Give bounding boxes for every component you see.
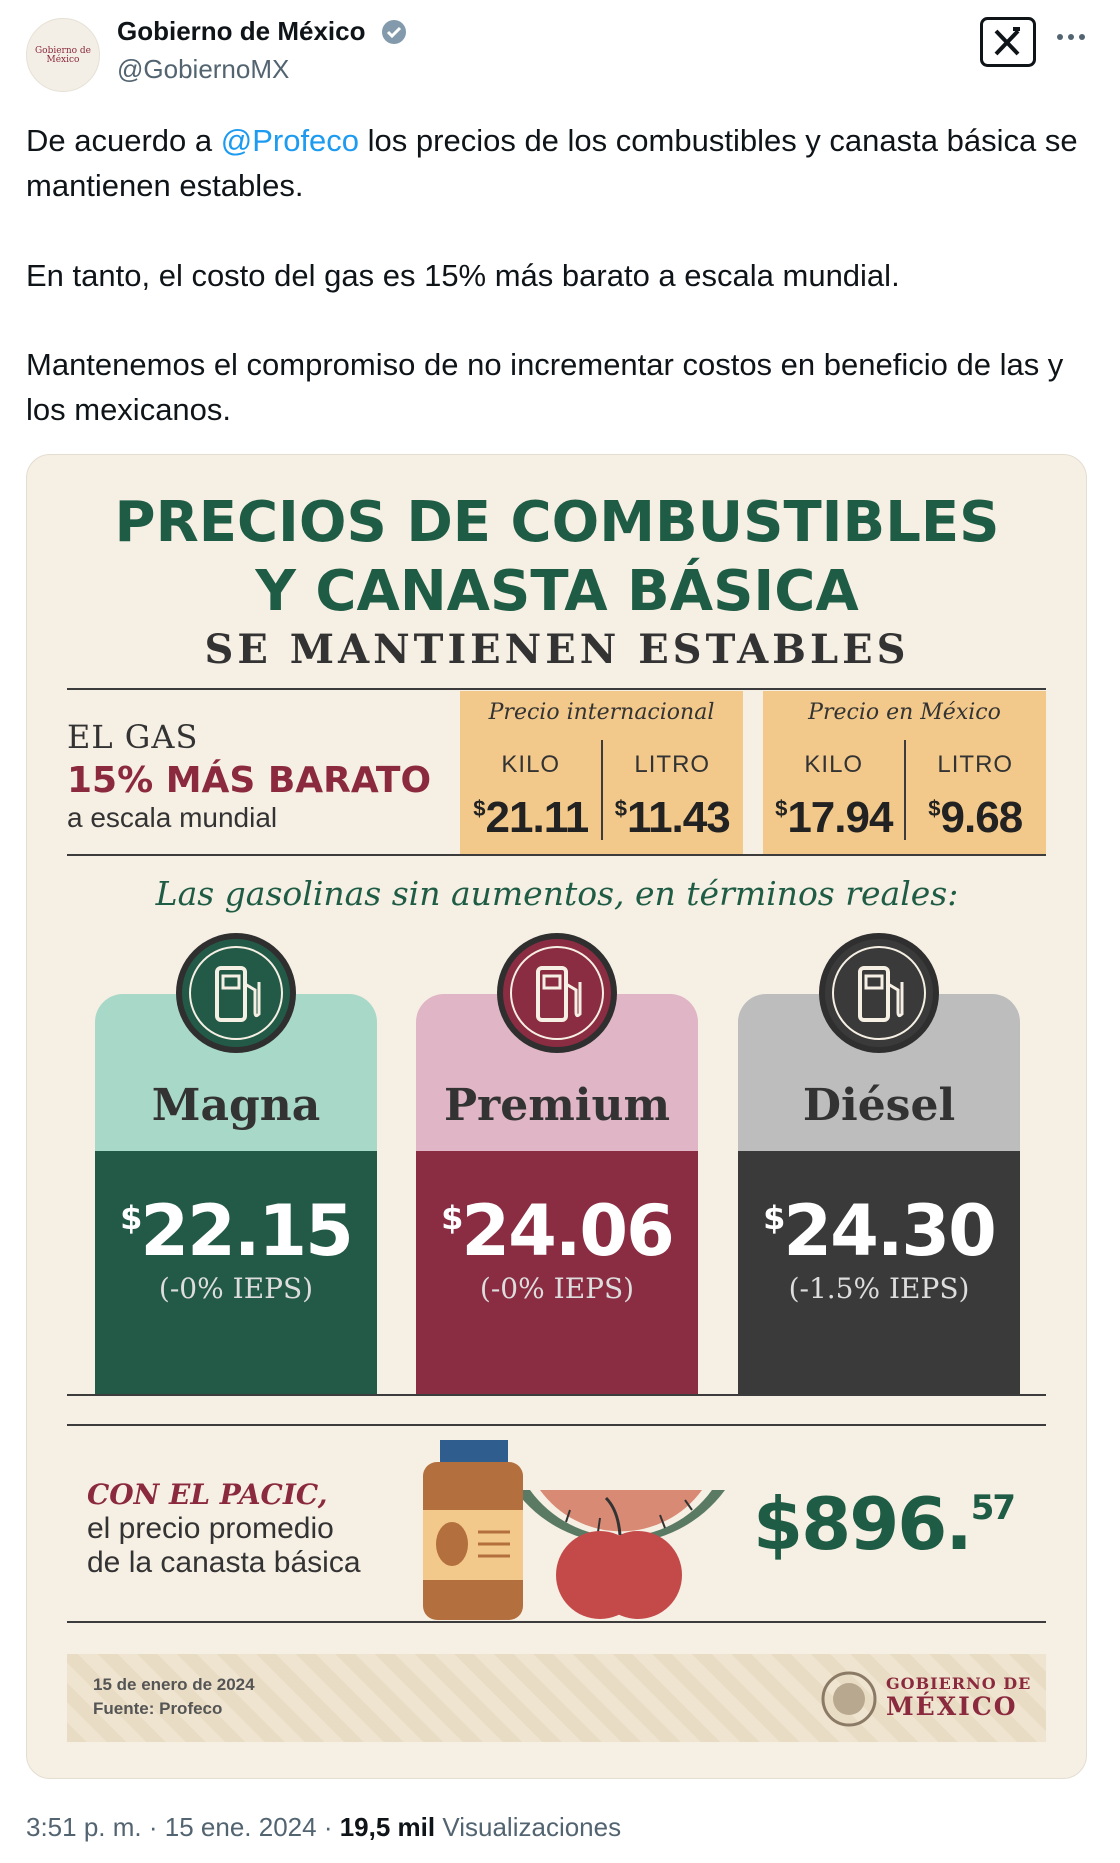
more-button[interactable] <box>1056 32 1086 42</box>
divider <box>67 688 1046 690</box>
gas-highlight: 15% MÁS BARATO <box>67 760 432 801</box>
basket-illustration <box>423 1440 725 1620</box>
fuel-price: $22.15 <box>120 1190 354 1272</box>
fuel-card-bottom <box>738 1151 1020 1395</box>
gasoline-heading: Las gasolinas sin aumentos, en términos … <box>155 874 959 913</box>
verified-badge <box>382 20 406 44</box>
text: De acuerdo a <box>26 123 221 158</box>
author-handle[interactable]: @GobiernoMX <box>117 54 290 84</box>
fuel-ieps: (-1.5% IEPS) <box>788 1272 970 1305</box>
gas-price: $21.11 <box>473 793 590 843</box>
gas-price: $9.68 <box>928 793 1024 843</box>
currency: $ <box>473 796 485 821</box>
avatar-label: Gobierno de México <box>34 46 92 65</box>
unit-label: LITRO <box>634 751 711 778</box>
fuel-icon <box>497 933 617 1053</box>
gas-price: $17.94 <box>775 793 893 843</box>
author-name[interactable]: Gobierno de México <box>117 16 366 46</box>
price-value: 11.43 <box>627 793 731 842</box>
price-main: 896. <box>801 1482 973 1566</box>
fuel-card-bottom <box>95 1151 377 1395</box>
currency: $ <box>928 796 940 821</box>
grok-button[interactable] <box>980 17 1036 67</box>
divider <box>67 1621 1046 1623</box>
basket-text: de la canasta básica <box>87 1546 361 1579</box>
avatar[interactable]: Gobierno de México <box>26 18 100 92</box>
fuel-ieps: (-0% IEPS) <box>158 1272 314 1305</box>
price-value: 17.94 <box>787 793 893 842</box>
unit-label: KILO <box>501 751 561 778</box>
price-cents: 57 <box>970 1488 1016 1528</box>
currency: $ <box>120 1199 142 1237</box>
price-box-heading: Precio internacional <box>488 700 715 725</box>
gas-note: a escala mundial <box>67 802 278 833</box>
footer-date: 15 de enero de 2024 <box>93 1675 255 1694</box>
time[interactable]: 3:51 p. m. <box>26 1812 142 1842</box>
fuel-card-bottom <box>416 1151 698 1395</box>
gas-label: EL GAS <box>67 718 199 756</box>
fuel-name: Magna <box>151 1080 321 1131</box>
tweet-paragraph: Mantenemos el compromiso de no increment… <box>26 347 1064 427</box>
infographic-title: Y CANASTA BÁSICA <box>255 559 859 624</box>
tweet-meta: 3:51 p. m. · 15 ene. 2024 · 19,5 mil Vis… <box>26 1812 621 1843</box>
view-count: 19,5 mil <box>339 1812 436 1842</box>
unit-label: KILO <box>804 751 864 778</box>
fuel-icon <box>819 933 939 1053</box>
seal <box>821 1671 877 1727</box>
price-value: 9.68 <box>940 793 1024 842</box>
footer-band <box>67 1654 1046 1742</box>
box-divider <box>600 740 603 840</box>
currency: $ <box>614 796 627 821</box>
divider <box>67 1424 1046 1426</box>
fuel-ieps: (-0% IEPS) <box>479 1272 635 1305</box>
footer-source: Fuente: Profeco <box>93 1699 223 1718</box>
box-divider <box>903 740 906 840</box>
fuel-price: $24.06 <box>441 1190 675 1272</box>
price-value: 21.11 <box>485 793 590 842</box>
logo-text: GOBIERNO DE <box>886 1674 1032 1693</box>
currency: $ <box>775 796 787 821</box>
divider <box>67 854 1046 856</box>
basket-lead: CON EL PACIC, <box>87 1478 328 1511</box>
price-value: 22.15 <box>140 1190 353 1272</box>
infographic-title: PRECIOS DE COMBUSTIBLES <box>114 490 1000 555</box>
infographic-subtitle: SE MANTIENEN ESTABLES <box>204 626 910 673</box>
fuel-name: Premium <box>443 1080 671 1131</box>
currency: $ <box>441 1199 463 1237</box>
unit-label: LITRO <box>937 751 1014 778</box>
price-value: 24.06 <box>461 1190 674 1272</box>
fuel-name: Diésel <box>802 1080 956 1131</box>
currency: $ <box>763 1199 785 1237</box>
basket-text: el precio promedio <box>87 1512 334 1545</box>
text: los precios de los combustibles y canast… <box>26 123 1078 203</box>
fuel-icon <box>176 933 296 1053</box>
price-value: 24.30 <box>783 1190 996 1272</box>
divider <box>67 1394 1046 1396</box>
date[interactable]: 15 ene. 2024 <box>164 1812 317 1842</box>
separator: · <box>148 1812 158 1842</box>
basket-price: $896.57 <box>753 1482 1016 1566</box>
mention-link[interactable]: @Profeco <box>220 123 360 158</box>
tweet-paragraph: En tanto, el costo del gas es 15% más ba… <box>26 258 900 293</box>
tweet-paragraph: De acuerdo a @Profeco los precios de los… <box>26 118 1096 208</box>
views-label: Visualizaciones <box>442 1812 622 1842</box>
fuel-price: $24.30 <box>763 1190 997 1272</box>
separator: · <box>323 1812 333 1842</box>
price-box-heading: Precio en México <box>808 700 1001 725</box>
gas-price: $11.43 <box>614 793 731 843</box>
currency: $ <box>753 1482 803 1566</box>
logo-text: MÉXICO <box>886 1692 1018 1721</box>
